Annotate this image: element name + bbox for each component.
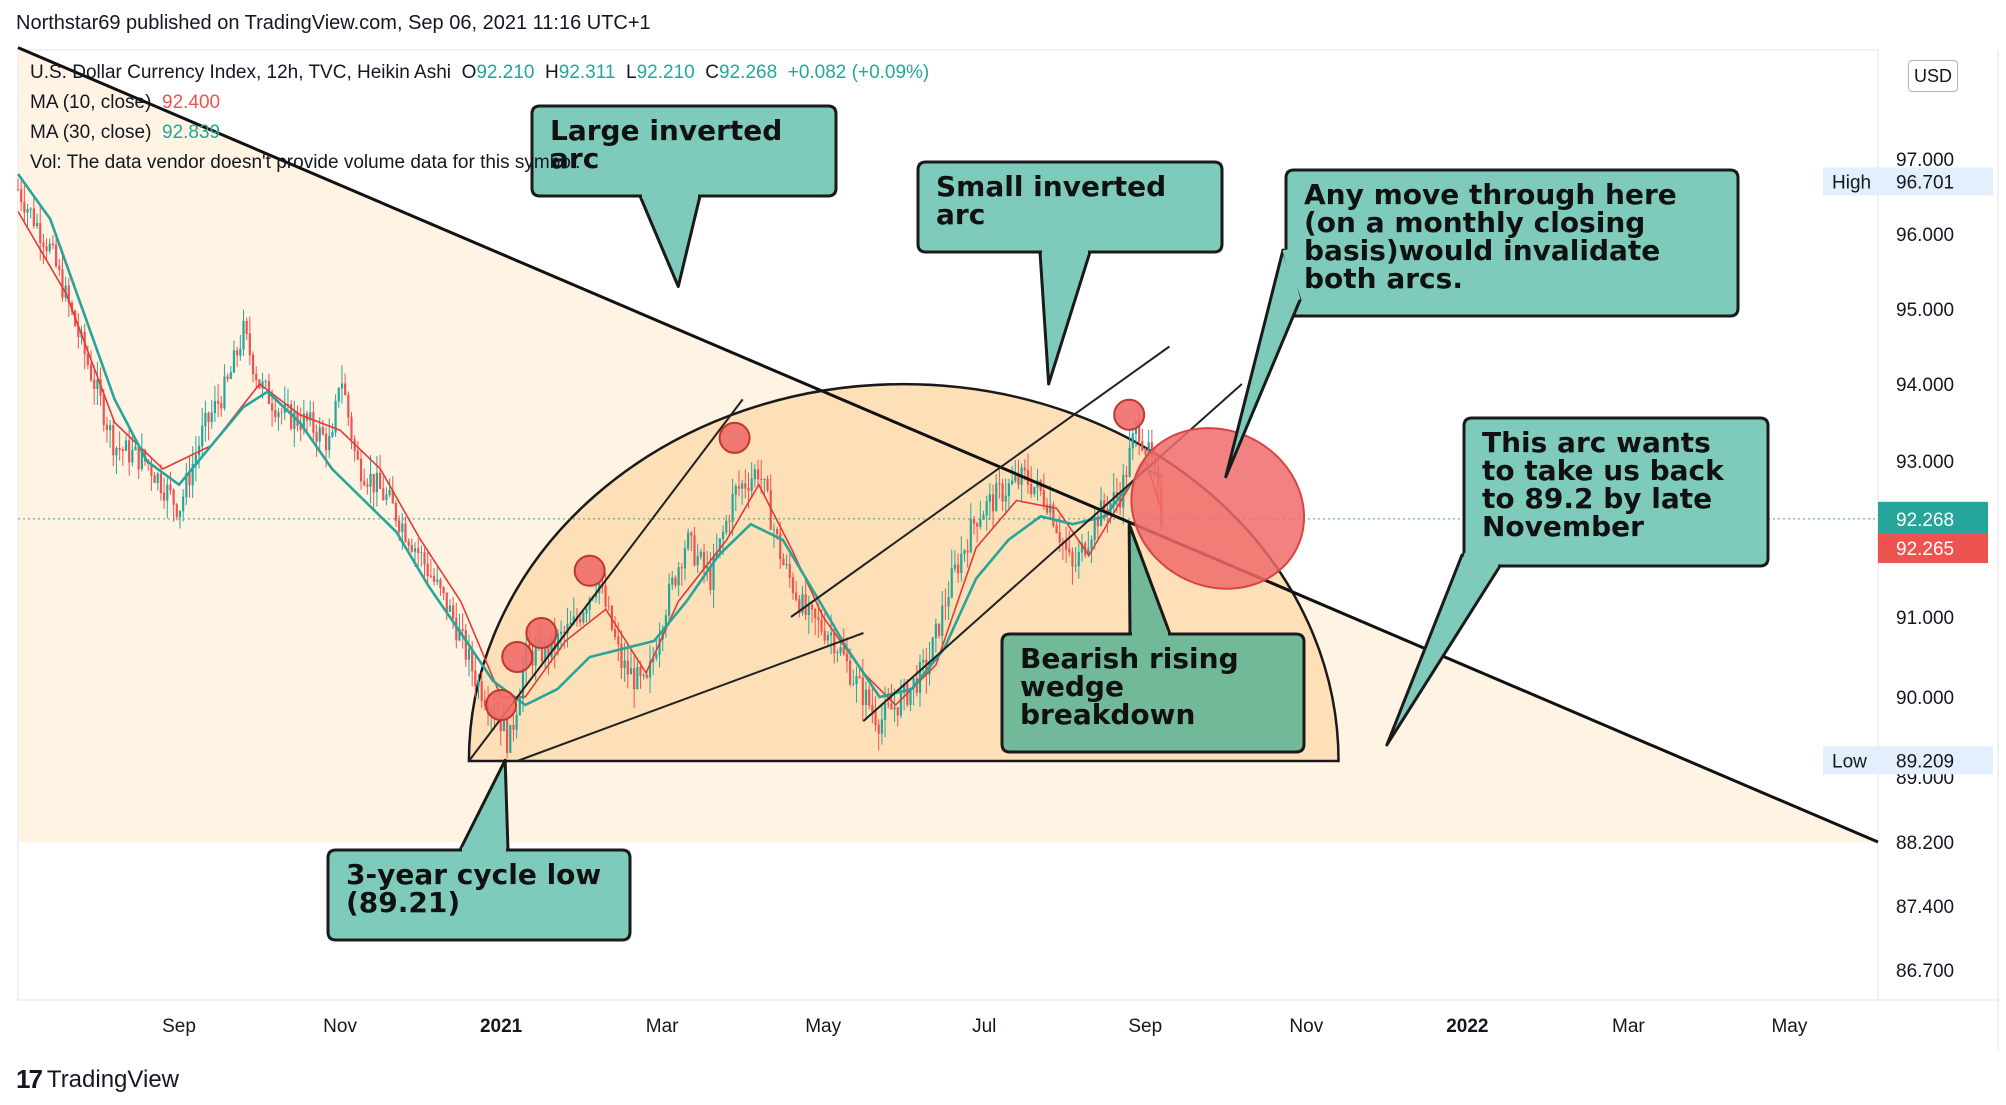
change-value: +0.082 (+0.09%) bbox=[787, 62, 930, 83]
x-tick-label: May bbox=[1771, 1016, 1807, 1037]
prev-price-value: 92.265 bbox=[1896, 539, 1954, 560]
y-tick-label: 86.700 bbox=[1896, 961, 1954, 982]
high-label: H bbox=[545, 62, 559, 83]
callout-text: both arcs. bbox=[1304, 262, 1463, 295]
x-tick-label: Sep bbox=[162, 1016, 196, 1037]
currency-button[interactable]: USD bbox=[1908, 60, 1958, 92]
y-tick-label: 90.000 bbox=[1896, 688, 1954, 709]
callout-joint bbox=[1463, 552, 1499, 569]
callout-box bbox=[916, 160, 1224, 254]
channel-line bbox=[516, 632, 864, 762]
callout-text: 3-year cycle low bbox=[346, 858, 601, 891]
publisher-header: Northstar69 published on TradingView.com… bbox=[16, 12, 651, 34]
large-arc-trendline bbox=[17, 46, 1879, 844]
callout-text: arc bbox=[936, 198, 985, 231]
x-tick-label: 2022 bbox=[1446, 1016, 1488, 1037]
ma30-line bbox=[16, 173, 1162, 707]
ma30-value: 92.839 bbox=[162, 122, 221, 143]
ma30-legend[interactable]: MA (30, close) 92.839 bbox=[30, 122, 220, 144]
callout-text: This arc wants bbox=[1482, 426, 1711, 459]
y-tick-label: 87.400 bbox=[1896, 897, 1954, 918]
low-value: 92.210 bbox=[636, 62, 695, 83]
x-tick-label: Mar bbox=[1612, 1016, 1645, 1037]
callout-box bbox=[1462, 416, 1770, 568]
ma30-label: MA (30, close) bbox=[30, 122, 152, 143]
y-tick-label: 96.000 bbox=[1896, 225, 1954, 246]
callout-box bbox=[1284, 168, 1740, 318]
symbol-name: U.S. Dollar Currency Index, 12h, TVC, He… bbox=[30, 62, 451, 83]
price-tag-bg bbox=[1823, 167, 1993, 196]
callout-text: Small inverted bbox=[936, 170, 1166, 203]
price-tag-bg bbox=[1823, 746, 1993, 775]
volume-legend: Vol: The data vendor doesn't provide vol… bbox=[30, 152, 580, 174]
callout-text: Large inverted bbox=[550, 114, 782, 147]
callout-6: 3-year cycle low(89.21) bbox=[326, 758, 632, 942]
price-tag-label: Low bbox=[1832, 751, 1867, 772]
tradingview-logo-icon: 17 bbox=[16, 1064, 43, 1094]
callout-text: to take us back bbox=[1482, 454, 1725, 487]
callout-text: (89.21) bbox=[346, 886, 460, 919]
channel-line bbox=[790, 345, 1171, 618]
open-value: 92.210 bbox=[476, 62, 535, 83]
ma10-legend[interactable]: MA (10, close) 92.400 bbox=[30, 92, 220, 114]
low-label: L bbox=[626, 62, 637, 83]
callout-box bbox=[326, 848, 632, 942]
ma10-label: MA (10, close) bbox=[30, 92, 152, 113]
callout-3: Any move through here(on a monthly closi… bbox=[1224, 168, 1740, 479]
callout-text: Any move through here bbox=[1304, 178, 1677, 211]
close-value: 92.268 bbox=[719, 62, 778, 83]
x-tick-label: 2021 bbox=[480, 1016, 523, 1037]
callout-text: Bearish rising bbox=[1020, 642, 1239, 675]
y-tick-label: 88.200 bbox=[1896, 833, 1954, 854]
x-tick-label: Sep bbox=[1128, 1016, 1162, 1037]
x-tick-label: Nov bbox=[1289, 1016, 1323, 1037]
callout-box bbox=[530, 104, 838, 198]
touch-marker bbox=[1113, 398, 1146, 431]
y-tick-label: 93.000 bbox=[1896, 452, 1954, 473]
callout-text: arc bbox=[550, 142, 599, 175]
volume-message: Vol: The data vendor doesn't provide vol… bbox=[30, 152, 581, 173]
callout-text: to 89.2 by late bbox=[1482, 482, 1712, 515]
touch-marker bbox=[501, 641, 534, 673]
price-tag-value: 96.701 bbox=[1896, 172, 1954, 193]
callout-text: breakdown bbox=[1020, 698, 1195, 731]
price-tag-label: High bbox=[1832, 172, 1871, 193]
x-tick-label: Nov bbox=[323, 1016, 357, 1037]
ma10-value: 92.400 bbox=[162, 92, 221, 113]
x-tick-label: Mar bbox=[646, 1016, 679, 1037]
symbol-legend: U.S. Dollar Currency Index, 12h, TVC, He… bbox=[30, 62, 929, 84]
y-tick-label: 91.000 bbox=[1896, 608, 1954, 629]
open-label: O bbox=[461, 62, 477, 83]
ma10-line bbox=[17, 211, 1163, 707]
brand-name: TradingView bbox=[46, 1065, 179, 1093]
high-value: 92.311 bbox=[558, 62, 616, 83]
y-tick-label: 94.000 bbox=[1896, 375, 1954, 396]
x-tick-label: Jul bbox=[972, 1016, 996, 1037]
footer-brand[interactable]: 17 TradingView bbox=[16, 1064, 179, 1095]
touch-marker bbox=[573, 554, 606, 587]
invalidation-zone bbox=[1130, 427, 1306, 590]
close-label: C bbox=[705, 62, 720, 83]
callout-text: November bbox=[1482, 510, 1644, 543]
callout-joint bbox=[1282, 249, 1301, 301]
touch-marker bbox=[485, 689, 518, 721]
last-price-value: 92.268 bbox=[1896, 510, 1954, 531]
y-tick-label: 95.000 bbox=[1896, 300, 1954, 321]
prev-price-bg bbox=[1878, 533, 1988, 564]
touch-marker bbox=[718, 421, 751, 454]
callout-text: wedge bbox=[1020, 670, 1124, 703]
x-tick-label: May bbox=[805, 1016, 841, 1037]
touch-marker bbox=[525, 617, 558, 649]
y-tick-label: 97.000 bbox=[1896, 150, 1954, 171]
price-tag-value: 89.209 bbox=[1896, 751, 1954, 772]
callout-text: basis)would invalidate bbox=[1304, 234, 1660, 267]
callout-box bbox=[1000, 632, 1306, 754]
callout-text: (on a monthly closing bbox=[1304, 206, 1645, 239]
